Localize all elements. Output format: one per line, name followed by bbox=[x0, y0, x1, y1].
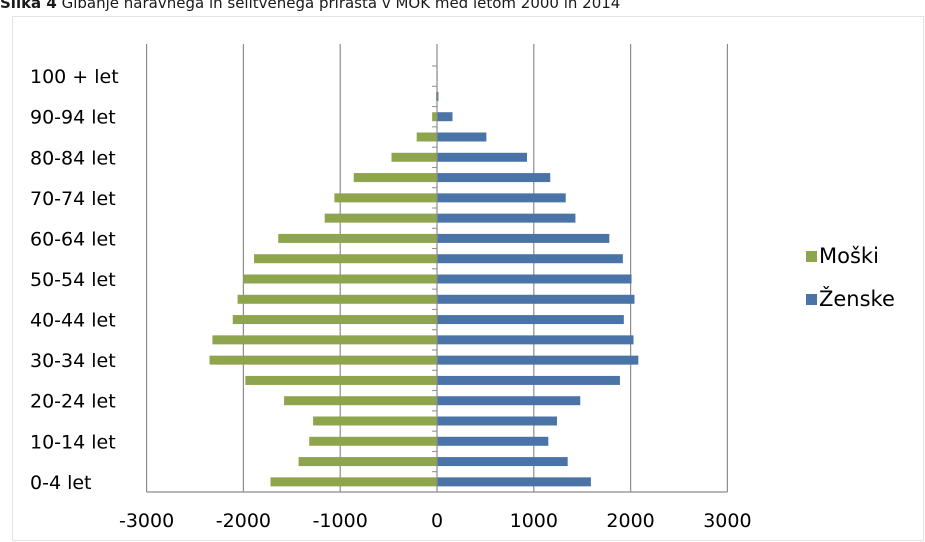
y-tick-label: 90-94 let bbox=[30, 107, 116, 129]
y-tick-label: 60-64 let bbox=[30, 228, 116, 250]
y-tick-label: 10-14 let bbox=[30, 431, 116, 453]
bar-zenske bbox=[437, 315, 624, 325]
x-tick-label: 3000 bbox=[703, 510, 751, 532]
bar-moski bbox=[243, 274, 437, 284]
bar-zenske bbox=[437, 335, 634, 345]
bar-moski bbox=[209, 355, 437, 365]
y-tick-labels: 0-4 let 10-14 let 20-24 let 30-34 let 40-44 … bbox=[30, 66, 119, 494]
bar-zenske bbox=[437, 294, 635, 304]
legend-label-zenske: Ženske bbox=[819, 286, 895, 311]
bar-zenske bbox=[437, 132, 487, 142]
legend-swatch-zenske bbox=[806, 294, 817, 305]
bar-zenske bbox=[437, 416, 558, 426]
bar-moski bbox=[324, 213, 437, 223]
x-tick-label: 0 bbox=[431, 510, 443, 532]
bar-moski bbox=[245, 375, 437, 385]
bar-zenske bbox=[437, 457, 568, 467]
bar-moski bbox=[416, 132, 437, 142]
bar-zenske bbox=[437, 254, 623, 264]
bar-moski bbox=[391, 152, 437, 162]
bar-moski bbox=[254, 254, 437, 264]
y-tick-label: 20-24 let bbox=[30, 391, 116, 413]
y-tick-label: 40-44 let bbox=[30, 310, 116, 332]
bar-zenske bbox=[437, 233, 610, 243]
bar-moski bbox=[353, 173, 437, 183]
legend-swatch-moski bbox=[806, 251, 817, 262]
y-tick-label: 100 + let bbox=[30, 66, 119, 88]
bar-moski bbox=[237, 294, 437, 304]
bar-zenske bbox=[437, 152, 528, 162]
bar-zenske bbox=[437, 477, 591, 487]
chart-frame bbox=[12, 16, 924, 541]
bar-moski bbox=[309, 436, 437, 446]
caption-prefix: Slika 4 bbox=[0, 0, 57, 12]
bar-zenske bbox=[437, 193, 566, 203]
axes bbox=[146, 44, 728, 493]
y-tick-label: 0-4 let bbox=[30, 472, 92, 494]
x-tick-label: 2000 bbox=[606, 510, 654, 532]
bar-zenske bbox=[437, 112, 453, 122]
x-tick-label: -1000 bbox=[313, 510, 368, 532]
x-tick-label: -2000 bbox=[216, 510, 271, 532]
caption-text: Gibanje naravnega in selitvenega prirast… bbox=[56, 0, 621, 12]
bar-zenske bbox=[437, 375, 620, 385]
bar-moski bbox=[432, 112, 437, 122]
bar-moski bbox=[232, 315, 437, 325]
bar-zenske bbox=[437, 213, 576, 223]
y-tick-label: 30-34 let bbox=[30, 350, 116, 372]
x-tick-label: 1000 bbox=[510, 510, 558, 532]
bar-zenske bbox=[437, 436, 549, 446]
figure-caption: Slika 4 Gibanje naravnega in selitvenega… bbox=[0, 0, 620, 12]
legend-label-moski: Moški bbox=[819, 244, 879, 268]
bar-zenske bbox=[437, 355, 639, 365]
bar-moski bbox=[212, 335, 437, 345]
x-tick-label: -3000 bbox=[119, 510, 174, 532]
bar-zenske bbox=[437, 173, 551, 183]
bar-zenske bbox=[437, 274, 632, 284]
y-tick-label: 70-74 let bbox=[30, 188, 116, 210]
bars bbox=[209, 71, 639, 487]
bar-moski bbox=[334, 193, 437, 203]
bar-moski bbox=[298, 457, 437, 467]
bar-moski bbox=[313, 416, 437, 426]
legend: Moški Ženske bbox=[806, 244, 895, 311]
x-tick-labels: -3000 -2000 -1000 0 1000 2000 3000 bbox=[119, 510, 752, 532]
bar-zenske bbox=[437, 396, 581, 406]
y-tick-label: 50-54 let bbox=[30, 269, 116, 291]
bar-moski bbox=[284, 396, 437, 406]
y-tick-label: 80-84 let bbox=[30, 147, 116, 169]
bar-moski bbox=[270, 477, 437, 487]
bar-moski bbox=[278, 233, 437, 243]
bar-zenske bbox=[437, 91, 439, 101]
